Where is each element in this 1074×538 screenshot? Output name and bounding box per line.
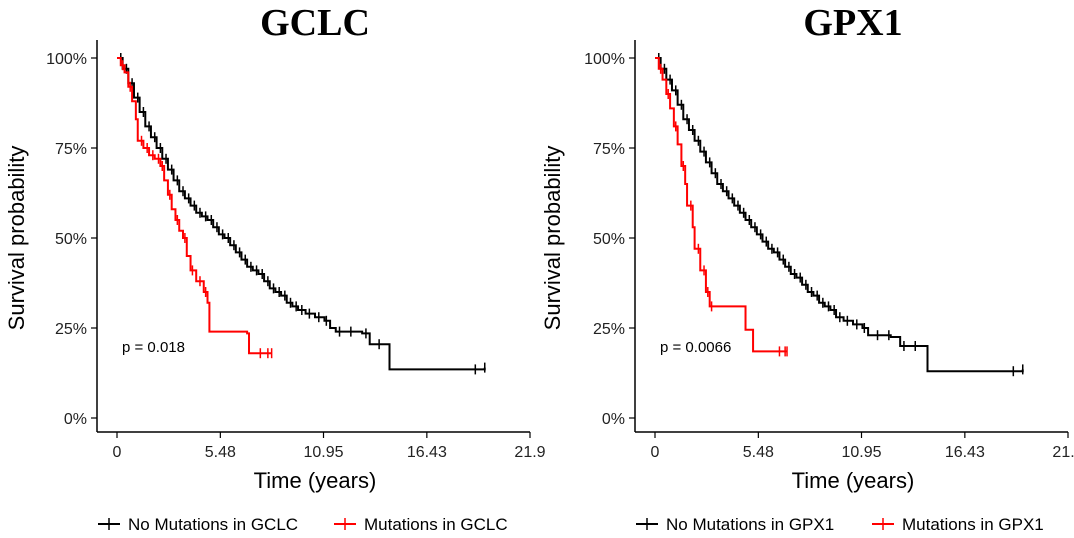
y-tick-label: 75% <box>55 141 87 158</box>
axes: 0% 25% 50% 75% 100% 0 5.48 10.95 16.43 21.9 <box>584 40 1074 461</box>
legend-label: Mutations in GCLC <box>364 515 508 534</box>
y-tick-label: 50% <box>55 231 87 248</box>
survival-curve-mutation <box>655 57 788 353</box>
y-tick-label: 50% <box>593 231 625 248</box>
legend-label: No Mutations in GCLC <box>128 515 298 534</box>
x-tick-label: 5.48 <box>743 444 774 461</box>
x-tick-label: 5.48 <box>205 444 236 461</box>
y-tick-label: 0% <box>64 411 87 428</box>
y-axis-label: Survival probability <box>4 146 29 331</box>
survival-curve-no-mutation <box>117 57 486 371</box>
km-plot-gclc: GCLC Survival probability Time (years) p… <box>4 2 546 493</box>
y-axis-label: Survival probability <box>540 146 565 331</box>
legend-item-mutations: Mutations in GPX1 <box>872 515 1044 534</box>
x-tick-label: 21.9 <box>514 444 545 461</box>
y-tick-label: 100% <box>46 51 87 68</box>
p-value-annotation: p = 0.018 <box>122 339 185 356</box>
legend-gclc: No Mutations in GCLC Mutations in GCLC <box>98 515 508 534</box>
x-axis-label: Time (years) <box>254 468 377 493</box>
y-tick-label: 75% <box>593 141 625 158</box>
legend-item-no-mutations: No Mutations in GPX1 <box>636 515 834 534</box>
x-tick-label: 21.9 <box>1052 444 1074 461</box>
km-plot-gpx1: GPX1 Survival probability Time (years) p… <box>540 2 1074 493</box>
survival-curve-no-mutation <box>655 57 1024 373</box>
y-tick-label: 25% <box>593 321 625 338</box>
y-tick-label: 25% <box>55 321 87 338</box>
chart-title: GCLC <box>260 2 370 44</box>
chart-title: GPX1 <box>803 2 902 44</box>
y-tick-label: 100% <box>584 51 625 68</box>
x-axis-label: Time (years) <box>792 468 915 493</box>
x-tick-label: 16.43 <box>945 444 985 461</box>
legend-label: No Mutations in GPX1 <box>666 515 834 534</box>
x-tick-label: 0 <box>113 444 122 461</box>
y-tick-label: 0% <box>602 411 625 428</box>
x-tick-label: 0 <box>651 444 660 461</box>
x-tick-label: 10.95 <box>303 444 343 461</box>
x-tick-label: 16.43 <box>407 444 447 461</box>
legend-label: Mutations in GPX1 <box>902 515 1044 534</box>
plot-series <box>655 53 1024 377</box>
legend-gpx1: No Mutations in GPX1 Mutations in GPX1 <box>636 515 1044 534</box>
plot-series <box>117 53 486 375</box>
legend-item-mutations: Mutations in GCLC <box>334 515 508 534</box>
x-tick-label: 10.95 <box>841 444 881 461</box>
legend-item-no-mutations: No Mutations in GCLC <box>98 515 298 534</box>
axes: 0% 25% 50% 75% 100% 0 5.48 10.95 16.43 21.9 <box>46 40 546 461</box>
p-value-annotation: p = 0.0066 <box>660 339 731 356</box>
